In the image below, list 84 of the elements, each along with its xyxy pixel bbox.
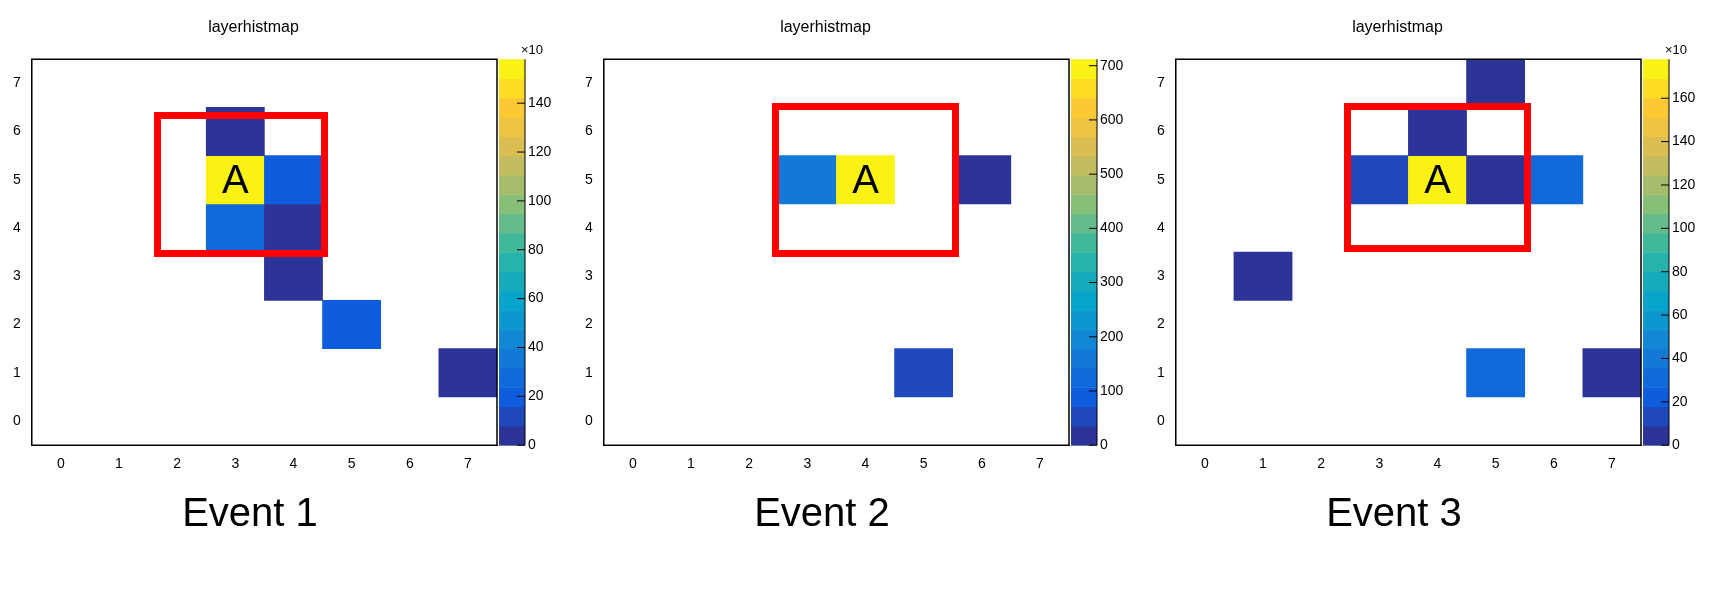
- color-bar-label: 200: [1100, 327, 1124, 344]
- color-bar-label: 160: [1672, 89, 1696, 106]
- x-tick-label: 1: [1259, 455, 1268, 472]
- color-bar-label: 0: [1672, 436, 1680, 453]
- x-tick-label: 3: [1375, 455, 1384, 472]
- x-tick-label: 4: [289, 455, 298, 472]
- x-tick-label: 7: [464, 455, 473, 472]
- color-bar-label: 140: [1672, 132, 1696, 149]
- y-tick-label: 2: [584, 315, 593, 332]
- y-tick-label: 0: [584, 411, 593, 428]
- x-tick-label: 2: [1317, 455, 1326, 472]
- y-tick-label: 6: [584, 122, 593, 139]
- y-tick-label: 5: [584, 170, 593, 187]
- x-tick-label: 7: [1608, 455, 1617, 472]
- color-bar-label: 80: [528, 240, 544, 257]
- y-tick-label: 5: [12, 170, 21, 187]
- color-bar-label: 60: [528, 289, 544, 306]
- color-bar-label: 0: [1100, 436, 1108, 453]
- chart-title: layerhistmap: [208, 18, 299, 36]
- y-tick-label: 0: [12, 411, 21, 428]
- color-bar-label: 120: [528, 142, 552, 159]
- y-tick-label: 7: [584, 74, 593, 91]
- text: Event 1: [181, 490, 319, 535]
- x-tick-label: 2: [745, 455, 754, 472]
- color-bar-label: 80: [1672, 262, 1688, 279]
- y-tick-label: 2: [1156, 315, 1165, 332]
- x-tick-label: 7: [1036, 455, 1045, 472]
- color-bar-label: 40: [1672, 349, 1688, 366]
- annotation: A: [852, 156, 880, 201]
- x-tick-label: 6: [977, 455, 986, 472]
- text: Event 2: [753, 490, 891, 535]
- y-tick-label: 7: [1156, 74, 1165, 91]
- color-bar-label: 40: [528, 338, 544, 355]
- color-bar-label: 500: [1100, 164, 1124, 181]
- x-tick-label: 3: [231, 455, 240, 472]
- y-tick-label: 7: [12, 74, 21, 91]
- color-bar-label: 60: [1672, 305, 1688, 322]
- y-tick-label: 6: [12, 122, 21, 139]
- color-bar-label: 300: [1100, 273, 1124, 290]
- y-tick-label: 4: [12, 218, 21, 235]
- text: Event 3: [1325, 490, 1463, 535]
- annotation: A: [1424, 156, 1452, 201]
- x-tick-label: 0: [1200, 455, 1209, 472]
- x-tick-label: 4: [861, 455, 870, 472]
- color-bar-label: 400: [1100, 219, 1124, 236]
- y-tick-label: 3: [1156, 267, 1165, 284]
- color-bar-label: 120: [1672, 175, 1696, 192]
- x-tick-label: 5: [919, 455, 928, 472]
- x-tick-label: 6: [1549, 455, 1558, 472]
- y-tick-label: 6: [1156, 122, 1165, 139]
- y-tick-label: 1: [12, 363, 21, 380]
- x-tick-label: 5: [1491, 455, 1500, 472]
- y-tick-label: 1: [1156, 363, 1165, 380]
- y-tick-label: 1: [584, 363, 593, 380]
- color-bar-label: 20: [528, 387, 544, 404]
- color-bar-title: ×10: [1665, 42, 1688, 58]
- x-tick-label: 4: [1433, 455, 1442, 472]
- y-tick-label: 5: [1156, 170, 1165, 187]
- color-bar-label: 600: [1100, 110, 1124, 127]
- x-tick-label: 5: [347, 455, 356, 472]
- y-tick-label: 2: [12, 315, 21, 332]
- color-bar-label: 0: [528, 436, 536, 453]
- chart-title: layerhistmap: [1352, 18, 1443, 36]
- color-bar-label: 140: [528, 94, 552, 111]
- x-tick-label: 2: [173, 455, 182, 472]
- x-tick-label: 0: [56, 455, 65, 472]
- x-tick-label: 1: [687, 455, 696, 472]
- y-tick-label: 0: [1156, 411, 1165, 428]
- x-tick-label: 0: [628, 455, 637, 472]
- color-bar-label: 20: [1672, 392, 1688, 409]
- color-bar-label: 100: [1100, 381, 1124, 398]
- color-bar-label: 100: [528, 191, 552, 208]
- y-tick-label: 4: [584, 218, 593, 235]
- color-bar-label: 700: [1100, 56, 1124, 73]
- chart-title: layerhistmap: [780, 18, 871, 36]
- annotation: A: [221, 156, 249, 201]
- x-tick-label: 3: [803, 455, 812, 472]
- x-tick-label: 1: [115, 455, 124, 472]
- color-bar-title: ×10: [521, 42, 544, 58]
- color-bar-label: 100: [1672, 219, 1696, 236]
- y-tick-label: 4: [1156, 218, 1165, 235]
- y-tick-label: 3: [12, 267, 21, 284]
- y-tick-label: 3: [584, 267, 593, 284]
- x-tick-label: 6: [405, 455, 414, 472]
